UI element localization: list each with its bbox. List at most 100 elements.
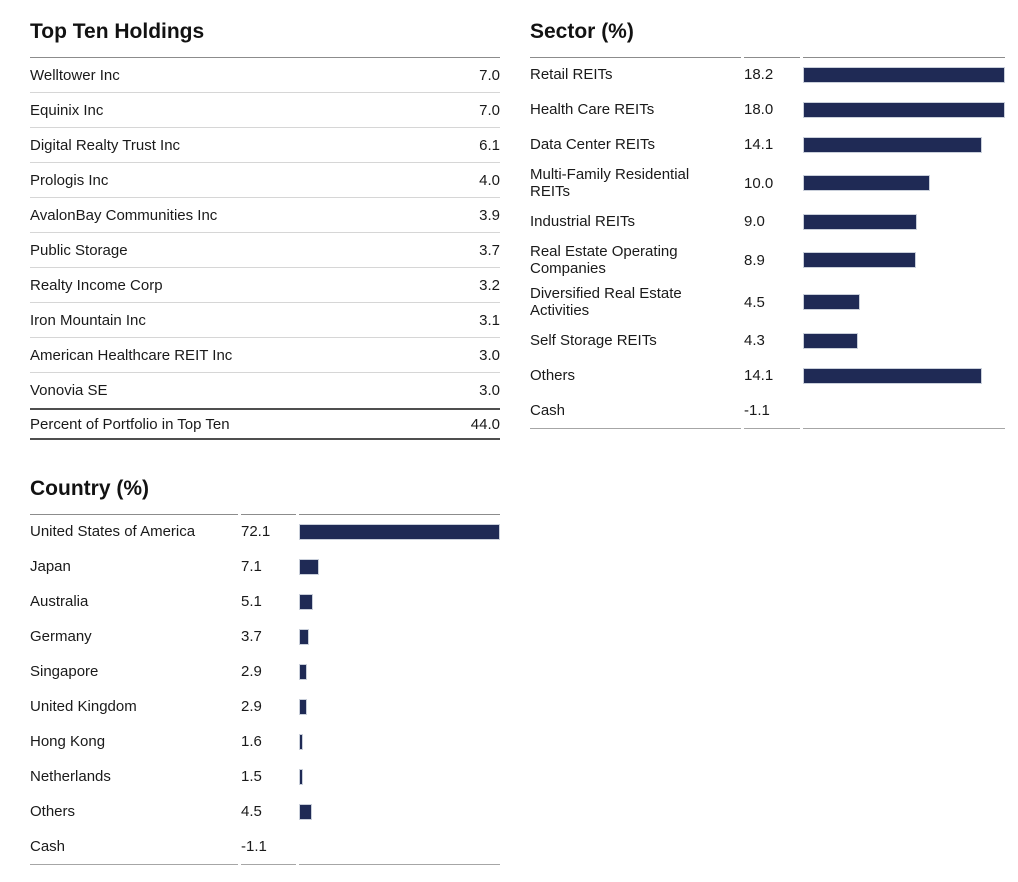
holdings-row: Welltower Inc 7.0: [30, 58, 500, 93]
bar: [299, 733, 304, 750]
bar: [803, 367, 983, 384]
top-ten-holdings-title: Top Ten Holdings: [30, 20, 205, 43]
value-label: 4.5: [241, 803, 262, 820]
bar-cell: [299, 663, 500, 680]
value-label: 10.0: [744, 174, 774, 192]
holding-name: Public Storage: [30, 241, 128, 259]
category-label: Japan: [30, 558, 71, 575]
category-label: Data Center REITs: [530, 136, 656, 153]
country-row: Hong Kong 1.6: [30, 724, 500, 759]
holdings-row: Vonovia SE 3.0: [30, 373, 500, 408]
holdings-row: Prologis Inc 4.0: [30, 163, 500, 198]
holding-name: Realty Income Corp: [30, 276, 163, 294]
country-rows: United States of America 72.1 Japan 7.1 Aust…: [30, 514, 500, 864]
category-label: Multi-Family Residential REITs: [530, 166, 690, 200]
category-label: Singapore: [30, 663, 99, 680]
holding-value: 3.7: [479, 241, 500, 259]
category-label: United States of America: [30, 523, 196, 540]
value-label: -1.1: [744, 402, 770, 419]
value-label: 1.6: [241, 733, 262, 750]
value-label: 72.1: [241, 523, 271, 540]
bar-cell: [803, 213, 1005, 230]
sector-rows: Retail REITs 18.2 Health Care REITs 18.0 Dat…: [530, 57, 1005, 428]
country-section: Country (%) United States of America 72.1…: [30, 475, 500, 865]
holding-value: 3.2: [479, 276, 500, 294]
bar: [803, 101, 1005, 118]
bar-cell: [803, 175, 1005, 191]
bar: [299, 558, 319, 575]
bar: [299, 663, 308, 680]
sector-row: Others 14.1: [530, 358, 1005, 393]
holdings-row: AvalonBay Communities Inc 3.9: [30, 198, 500, 233]
category-label: Cash: [530, 402, 566, 419]
bar-cell: [299, 768, 500, 785]
bar-cell: [299, 803, 500, 820]
holding-value: 3.0: [479, 382, 500, 399]
sector-row: Diversified Real Estate Activities 4.5: [530, 281, 1005, 323]
category-label: Industrial REITs: [530, 213, 636, 230]
value-label: 7.1: [241, 558, 262, 575]
sector-row: Cash -1.1: [530, 393, 1005, 428]
category-label: United Kingdom: [30, 698, 137, 715]
summary-label: Percent of Portfolio in Top Ten: [30, 415, 230, 433]
country-row: Germany 3.7: [30, 619, 500, 654]
bar-cell: [803, 136, 1005, 153]
holding-name: AvalonBay Communities Inc: [30, 206, 218, 224]
holdings-row: Digital Realty Trust Inc 6.1: [30, 128, 500, 163]
bar: [803, 136, 983, 153]
country-row: United Kingdom 2.9: [30, 689, 500, 724]
holding-value: 7.0: [479, 101, 500, 119]
bar-cell: [299, 698, 500, 715]
holding-name: Prologis Inc: [30, 171, 109, 189]
holdings-rows: Welltower Inc 7.0 Equinix Inc 7.0 Digital Re…: [30, 58, 500, 408]
top-ten-holdings-section: Top Ten Holdings Welltower Inc 7.0 Equinix…: [30, 18, 500, 440]
holdings-row: American Healthcare REIT Inc 3.0: [30, 338, 500, 373]
holding-value: 6.1: [479, 136, 500, 154]
category-label: Self Storage REITs: [530, 332, 657, 349]
category-label: Australia: [30, 593, 89, 610]
bar: [299, 593, 314, 610]
holdings-row: Realty Income Corp 3.2: [30, 268, 500, 303]
value-label: 4.3: [744, 332, 765, 349]
bar-cell: [803, 294, 1005, 310]
value-label: 2.9: [241, 698, 262, 715]
country-row: Australia 5.1: [30, 584, 500, 619]
holdings-row: Public Storage 3.7: [30, 233, 500, 268]
bar: [299, 768, 304, 785]
country-row: United States of America 72.1: [30, 514, 500, 549]
category-label: Germany: [30, 628, 92, 645]
country-row: Cash -1.1: [30, 829, 500, 864]
bar-cell: [803, 66, 1005, 83]
bar: [803, 332, 858, 349]
holding-value: 3.0: [479, 346, 500, 364]
country-row: Japan 7.1: [30, 549, 500, 584]
holding-value: 7.0: [479, 66, 500, 84]
bar: [299, 803, 312, 820]
sector-row: Health Care REITs 18.0: [530, 92, 1005, 127]
category-label: Others: [30, 803, 76, 820]
category-label: Retail REITs: [530, 66, 613, 83]
holdings-row: Equinix Inc 7.0: [30, 93, 500, 128]
bar: [299, 523, 500, 540]
bar-cell: [803, 367, 1005, 384]
value-label: 3.7: [241, 628, 262, 645]
bar-cell: [803, 252, 1005, 268]
holding-name: Equinix Inc: [30, 101, 104, 119]
country-row: Others 4.5: [30, 794, 500, 829]
value-label: 4.5: [744, 293, 765, 311]
bar-cell: [299, 593, 500, 610]
holding-name: Welltower Inc: [30, 66, 120, 84]
holding-name: American Healthcare REIT Inc: [30, 346, 233, 364]
holdings-summary-row: Percent of Portfolio in Top Ten 44.0: [30, 408, 500, 440]
bar-cell: [803, 101, 1005, 118]
bar-cell: [299, 628, 500, 645]
bar-cell: [803, 332, 1005, 349]
value-label: -1.1: [241, 838, 267, 855]
sector-row: Multi-Family Residential REITs 10.0: [530, 162, 1005, 204]
category-label: Hong Kong: [30, 733, 106, 750]
bar: [299, 628, 310, 645]
holding-name: Iron Mountain Inc: [30, 311, 146, 329]
country-row: Netherlands 1.5: [30, 759, 500, 794]
bar-cell: [299, 839, 500, 855]
country-row: Singapore 2.9: [30, 654, 500, 689]
